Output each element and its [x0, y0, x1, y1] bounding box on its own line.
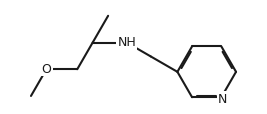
Text: N: N	[218, 92, 227, 105]
Text: NH: NH	[117, 36, 136, 49]
Text: O: O	[41, 63, 51, 76]
